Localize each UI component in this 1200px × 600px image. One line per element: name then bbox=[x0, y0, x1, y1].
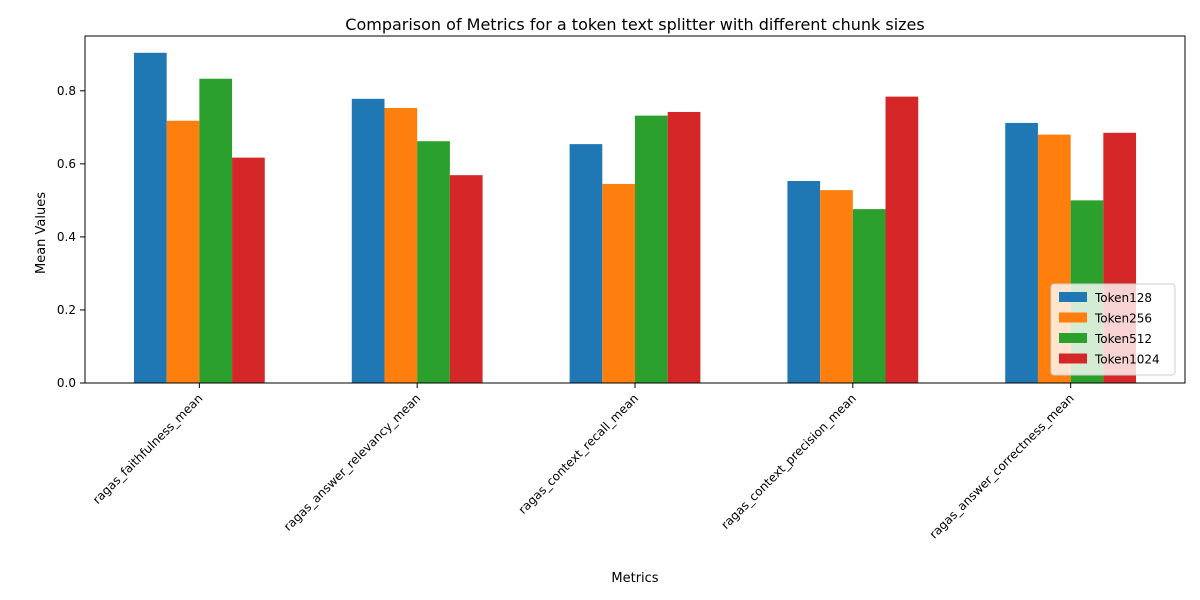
legend-box bbox=[1050, 283, 1176, 376]
legend: Token128 Token256 Token512 Token1024 bbox=[1050, 283, 1176, 376]
legend-swatch bbox=[1059, 353, 1087, 364]
legend-swatch bbox=[1059, 312, 1087, 323]
x-tick-label: ragas_faithfulness_mean bbox=[90, 391, 206, 507]
chart-title: Comparison of Metrics for a token text s… bbox=[345, 15, 924, 34]
x-tick-label: ragas_context_recall_mean bbox=[516, 391, 641, 516]
legend-label: Token128 bbox=[1094, 291, 1152, 305]
bar-token512-1 bbox=[417, 141, 450, 383]
y-tick-label: 0.4 bbox=[57, 230, 76, 244]
bar-token256-1 bbox=[384, 107, 418, 384]
bar-token256-0 bbox=[166, 120, 200, 384]
y-tick-label: 0.0 bbox=[57, 376, 76, 390]
y-tick-label: 0.2 bbox=[57, 303, 76, 317]
bar-token1024-2 bbox=[667, 111, 701, 383]
bar-token128-1 bbox=[351, 98, 385, 383]
y-tick-label: 0.8 bbox=[57, 84, 76, 98]
legend-swatch bbox=[1059, 333, 1087, 343]
legend-label: Token512 bbox=[1094, 332, 1152, 346]
bar-token128-4 bbox=[1005, 122, 1038, 384]
x-tick-label: ragas_context_precision_mean bbox=[718, 391, 859, 532]
bar-token512-0 bbox=[199, 78, 233, 384]
x-ticks: ragas_faithfulness_mean ragas_answer_rele… bbox=[90, 383, 1077, 541]
bar-token1024-3 bbox=[885, 96, 919, 383]
bar-token128-2 bbox=[569, 144, 603, 383]
bar-token128-0 bbox=[133, 52, 167, 384]
bars-layer bbox=[133, 52, 1137, 384]
y-ticks: 0.0 0.2 0.4 0.6 0.8 bbox=[57, 84, 85, 390]
x-tick-label: ragas_answer_relevancy_mean bbox=[281, 391, 423, 533]
bar-token512-2 bbox=[635, 115, 668, 383]
bar-token1024-1 bbox=[449, 175, 483, 383]
x-tick-label: ragas_answer_correctness_mean bbox=[927, 391, 1077, 541]
legend-label: Token256 bbox=[1094, 312, 1152, 326]
legend-label: Token1024 bbox=[1094, 353, 1160, 367]
bar-token512-3 bbox=[852, 209, 886, 383]
bar-token256-3 bbox=[820, 190, 853, 383]
y-tick-label: 0.6 bbox=[57, 157, 76, 171]
x-axis-label: Metrics bbox=[611, 571, 658, 586]
bar-token1024-0 bbox=[232, 157, 265, 383]
bar-token256-2 bbox=[602, 183, 635, 383]
bar-token128-3 bbox=[787, 181, 821, 383]
legend-swatch bbox=[1059, 292, 1087, 302]
y-axis-label: Mean Values bbox=[34, 192, 49, 274]
